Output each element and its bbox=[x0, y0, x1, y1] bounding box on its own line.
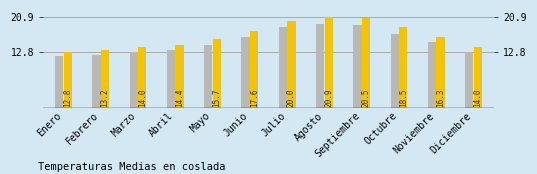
Bar bbox=[437, 37, 445, 108]
Bar bbox=[316, 24, 324, 108]
Bar bbox=[167, 50, 175, 108]
Bar bbox=[55, 56, 63, 108]
Bar bbox=[287, 21, 295, 108]
Bar bbox=[213, 39, 221, 108]
Text: 12.8: 12.8 bbox=[63, 88, 72, 106]
Text: 14.0: 14.0 bbox=[473, 88, 482, 106]
Text: 15.7: 15.7 bbox=[212, 88, 221, 106]
Bar bbox=[279, 27, 287, 108]
Text: 13.2: 13.2 bbox=[100, 88, 110, 106]
Bar bbox=[362, 18, 370, 108]
Text: 20.0: 20.0 bbox=[287, 88, 296, 106]
Bar bbox=[428, 42, 436, 108]
Text: 17.6: 17.6 bbox=[250, 88, 259, 106]
Bar bbox=[138, 47, 147, 108]
Bar bbox=[474, 47, 482, 108]
Text: 18.5: 18.5 bbox=[399, 88, 408, 106]
Text: 14.4: 14.4 bbox=[175, 88, 184, 106]
Bar bbox=[390, 34, 399, 108]
Bar bbox=[465, 52, 473, 108]
Text: 20.5: 20.5 bbox=[361, 88, 371, 106]
Bar bbox=[129, 52, 138, 108]
Bar bbox=[399, 27, 408, 108]
Bar bbox=[204, 45, 213, 108]
Bar bbox=[92, 55, 100, 108]
Bar bbox=[250, 31, 258, 108]
Bar bbox=[324, 17, 333, 108]
Text: Temperaturas Medias en coslada: Temperaturas Medias en coslada bbox=[38, 162, 225, 172]
Text: 16.3: 16.3 bbox=[436, 88, 445, 106]
Bar bbox=[64, 52, 72, 108]
Bar bbox=[242, 37, 250, 108]
Text: 14.0: 14.0 bbox=[138, 88, 147, 106]
Bar bbox=[176, 45, 184, 108]
Bar bbox=[101, 50, 109, 108]
Bar bbox=[353, 25, 361, 108]
Text: 20.9: 20.9 bbox=[324, 88, 333, 106]
